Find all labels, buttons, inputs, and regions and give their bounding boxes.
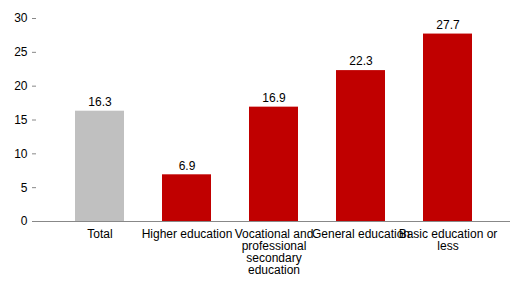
svg-text:General education: General education	[312, 227, 410, 241]
svg-text:16.9: 16.9	[262, 91, 286, 105]
svg-text:Higher education: Higher education	[142, 227, 233, 241]
svg-text:6.9: 6.9	[179, 159, 196, 173]
svg-text:Vocational andprofessionalseco: Vocational andprofessionalsecondaryeduca…	[235, 227, 314, 277]
svg-text:22.3: 22.3	[349, 54, 373, 68]
svg-text:10: 10	[14, 147, 28, 161]
svg-text:20: 20	[14, 79, 28, 93]
svg-text:0: 0	[21, 214, 28, 228]
svg-text:25: 25	[14, 45, 28, 59]
svg-text:Basic education orless: Basic education orless	[399, 227, 498, 253]
svg-text:15: 15	[14, 113, 28, 127]
svg-text:27.7: 27.7	[436, 18, 460, 32]
svg-text:30: 30	[14, 11, 28, 25]
svg-text:Total: Total	[87, 227, 112, 241]
svg-text:16.3: 16.3	[88, 95, 112, 109]
svg-text:5: 5	[21, 181, 28, 195]
